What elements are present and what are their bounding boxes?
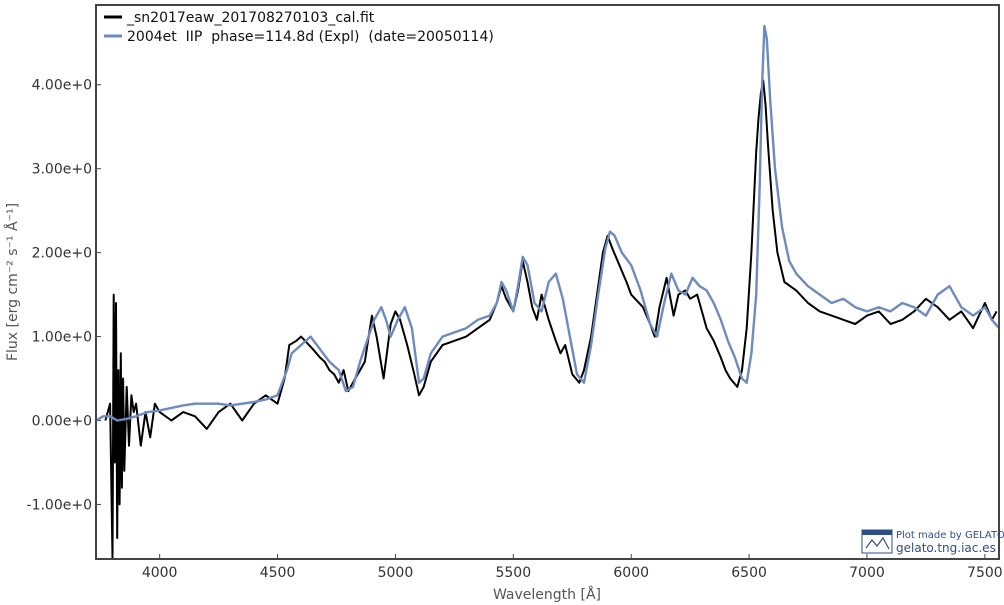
y-tick-label: 3.00e+0 (32, 162, 92, 178)
x-tick-label: 6000 (613, 565, 649, 581)
x-tick-label: 5000 (378, 565, 414, 581)
y-tick-label: 1.00e+0 (32, 330, 92, 346)
watermark-line-2: gelato.tng.iac.es (896, 541, 996, 555)
y-tick-label: 0.00e+0 (32, 414, 92, 430)
gelato-logo-bar (862, 530, 892, 535)
x-tick-label: 5500 (495, 565, 531, 581)
plot-frame (95, 4, 1000, 560)
gelato-logo-mark (865, 536, 890, 550)
y-tick-label: -1.00e+0 (27, 497, 92, 513)
y-tick-label: 4.00e+0 (32, 78, 92, 94)
y-tick-label: 2.00e+0 (32, 246, 92, 262)
x-tick-label: 7500 (967, 565, 1003, 581)
x-axis-title: Wavelength [Å] (493, 586, 601, 603)
x-tick-label: 7000 (849, 565, 885, 581)
x-tick-label: 4500 (260, 565, 296, 581)
series-line-2004et (95, 24, 1000, 422)
gelato-watermark: Plot made by GELATO gelato.tng.iac.es (861, 529, 1004, 555)
y-axis-title: Flux [erg cm⁻² s⁻¹ Å⁻¹] (4, 203, 21, 361)
legend: _sn2017eaw_201708270103_cal.fit 2004et I… (104, 10, 494, 45)
x-tick-label: 4000 (142, 565, 178, 581)
series-layer (95, 24, 1000, 560)
x-tick-label: 6500 (731, 565, 767, 581)
legend-label-1: _sn2017eaw_201708270103_cal.fit (126, 10, 375, 26)
legend-label-2: 2004et IIP phase=114.8d (Expl) (date=200… (127, 29, 494, 45)
watermark-line-1: Plot made by GELATO (896, 530, 1004, 541)
x-axis-ticks: 4000 4500 5000 5500 6000 6500 7000 7500 (142, 554, 1003, 581)
y-axis-ticks: -1.00e+0 0.00e+0 1.00e+0 2.00e+0 3.00e+0 4.00… (27, 78, 101, 513)
